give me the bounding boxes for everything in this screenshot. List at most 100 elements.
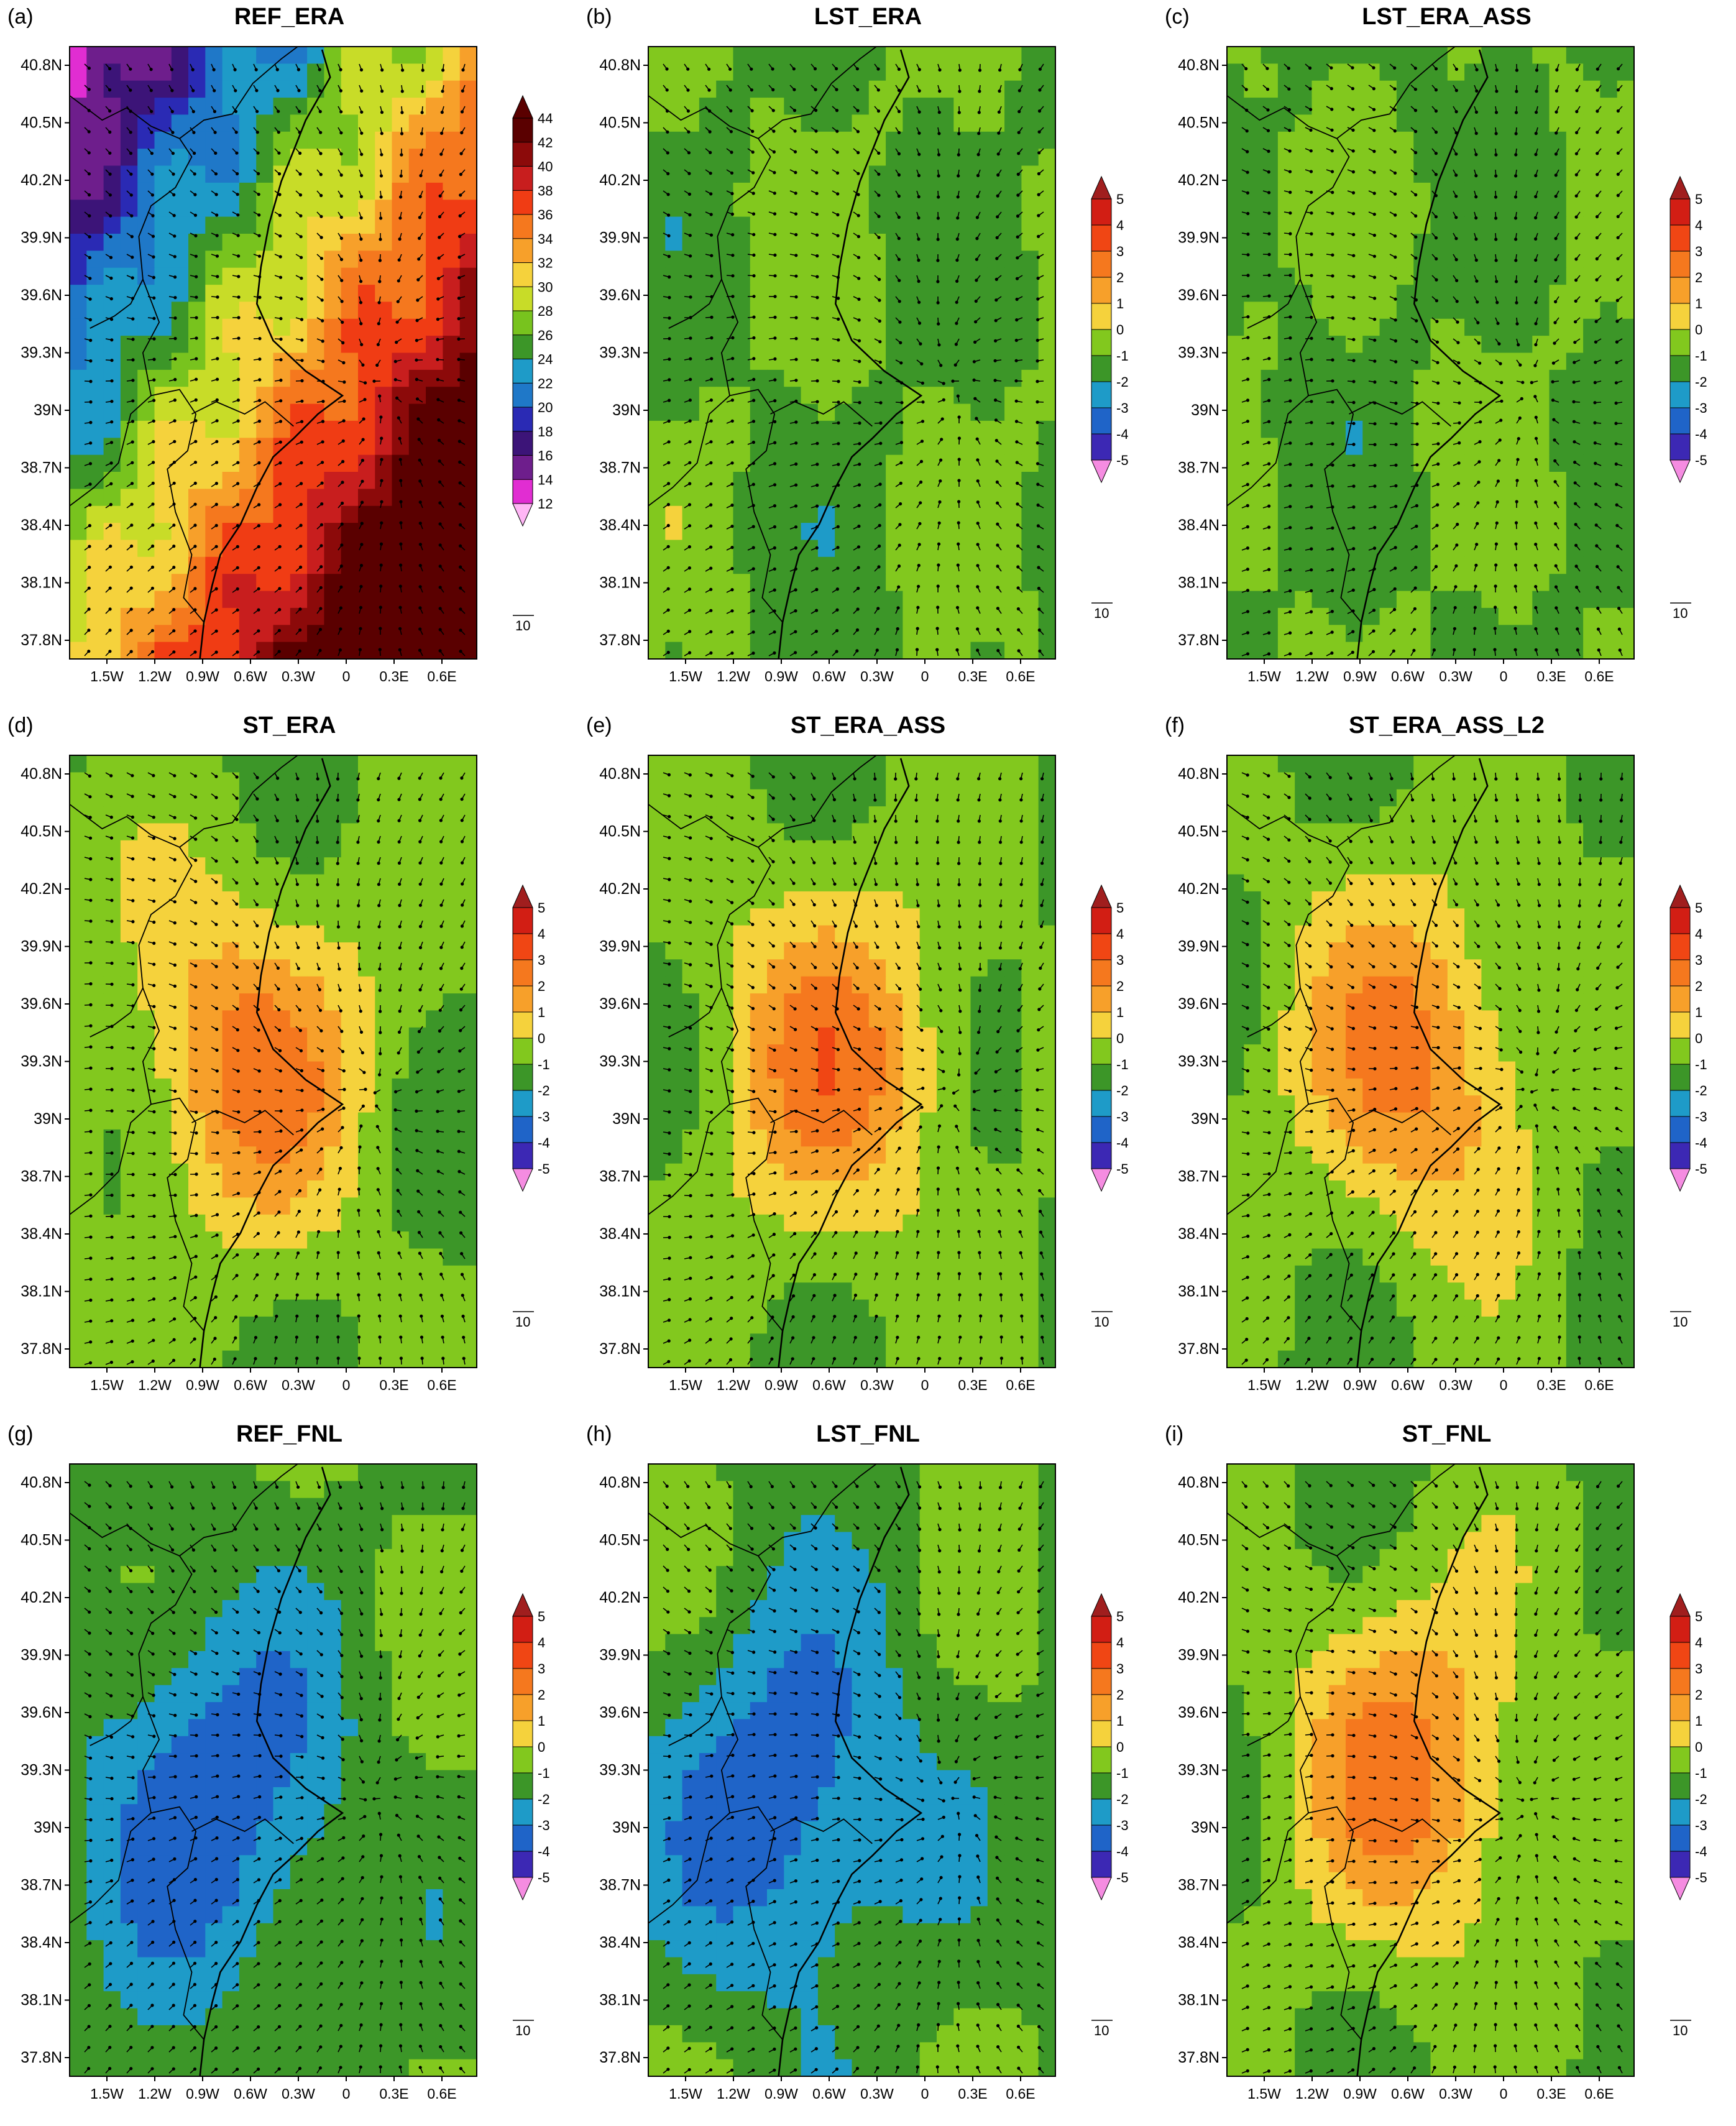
wind-arrow-head: [193, 461, 198, 464]
field-cell: [1600, 301, 1618, 320]
field-cell: [188, 318, 206, 336]
field-cell: [459, 505, 477, 523]
wind-arrow-head: [397, 279, 400, 283]
field-cell: [154, 200, 172, 218]
wind-arrow-head: [936, 605, 940, 609]
wind-arrow-head: [339, 131, 343, 135]
field-cell: [1396, 114, 1414, 132]
wind-arrow-head: [237, 377, 241, 382]
wind-arrow-head: [150, 131, 154, 134]
province-border: [142, 278, 160, 396]
wind-arrow-head: [398, 237, 402, 241]
field-cell: [171, 318, 189, 336]
field-cell: [70, 523, 87, 541]
field-cell: [1481, 420, 1499, 438]
field-cell: [682, 80, 700, 98]
field-cell: [953, 591, 971, 609]
field-cell: [120, 489, 138, 507]
wind-arrow-head: [129, 88, 132, 92]
field-cell: [1566, 149, 1584, 167]
field-cell: [1311, 420, 1330, 438]
field-cell: [682, 438, 700, 456]
wind-arrow-head: [730, 545, 734, 550]
field-cell: [324, 301, 342, 320]
field-cell: [767, 165, 784, 183]
field-cell: [1447, 47, 1465, 64]
wind-arrow-head: [234, 89, 237, 93]
field-cell: [1038, 574, 1055, 592]
wind-arrow-head: [837, 421, 840, 425]
field-cell: [750, 642, 768, 659]
field-cell: [1583, 301, 1601, 320]
field-cell: [1549, 472, 1567, 489]
field-cell: [1481, 574, 1499, 592]
field-cell: [1328, 523, 1346, 541]
wind-arrow-head: [937, 174, 940, 178]
wind-arrow-head: [419, 173, 423, 178]
field-cell: [70, 625, 87, 643]
wind-arrow-head: [815, 567, 819, 571]
wind-arrow-head: [236, 587, 239, 591]
field-cell: [1038, 369, 1055, 387]
field-cell: [459, 63, 477, 81]
field-cell: [1566, 47, 1584, 64]
field-cell: [1549, 505, 1567, 523]
wind-arrow-head: [360, 500, 364, 504]
wind-arrow-head: [689, 357, 692, 361]
wind-arrow-head: [399, 479, 403, 482]
shaded-field: [1227, 47, 1634, 659]
wind-arrow-head: [771, 88, 775, 91]
field-cell: [1515, 131, 1533, 149]
wind-arrow-head: [359, 301, 363, 305]
field-cell: [1498, 98, 1516, 116]
field-cell: [188, 454, 206, 472]
wind-arrow-head: [752, 274, 756, 278]
wind-arrow-head: [876, 586, 881, 589]
wind-arrow-head: [359, 259, 363, 262]
field-cell: [1362, 387, 1380, 405]
wind-arrow-head: [458, 523, 462, 527]
field-cell: [1413, 625, 1431, 643]
field-cell: [341, 251, 359, 269]
field-cell: [408, 540, 426, 558]
wind-arrow-head: [235, 151, 239, 155]
field-cell: [1277, 591, 1295, 609]
field-cell: [1328, 234, 1346, 251]
field-cell: [324, 47, 342, 64]
wind-arrow-head: [1036, 400, 1039, 404]
field-cell: [443, 574, 461, 592]
wind-arrow-head: [360, 89, 364, 93]
wind-arrow-head: [708, 130, 712, 134]
wind-arrow-head: [418, 543, 423, 546]
wind-arrow-head: [400, 111, 404, 114]
field-cell: [648, 369, 666, 387]
field-cell: [970, 251, 988, 269]
wind-arrow-head: [666, 523, 670, 528]
field-cell: [919, 131, 937, 149]
field-cell: [1004, 591, 1022, 609]
wind-arrow-head: [996, 215, 999, 219]
wind-arrow-head: [438, 215, 442, 219]
field-cell: [835, 47, 853, 64]
field-cell: [459, 642, 477, 659]
field-cell: [953, 47, 971, 64]
wind-arrow-head: [879, 380, 883, 384]
wind-arrow-head: [278, 587, 282, 591]
field-cell: [1038, 472, 1055, 489]
field-cell: [716, 472, 734, 489]
field-cell: [1515, 505, 1533, 523]
field-cell: [392, 489, 410, 507]
wind-arrow-head: [441, 68, 445, 72]
field-cell: [256, 47, 274, 64]
field-cell: [970, 285, 988, 303]
wind-arrow-head: [1037, 545, 1040, 549]
wind-arrow-head: [751, 191, 755, 195]
field-cell: [103, 47, 121, 64]
field-cell: [1311, 454, 1330, 472]
wind-arrow-head: [88, 565, 91, 569]
field-cell: [1021, 336, 1039, 354]
field-cell: [1396, 131, 1414, 149]
field-cell: [1021, 200, 1039, 218]
field-cell: [290, 318, 308, 336]
field-cell: [1498, 574, 1516, 592]
